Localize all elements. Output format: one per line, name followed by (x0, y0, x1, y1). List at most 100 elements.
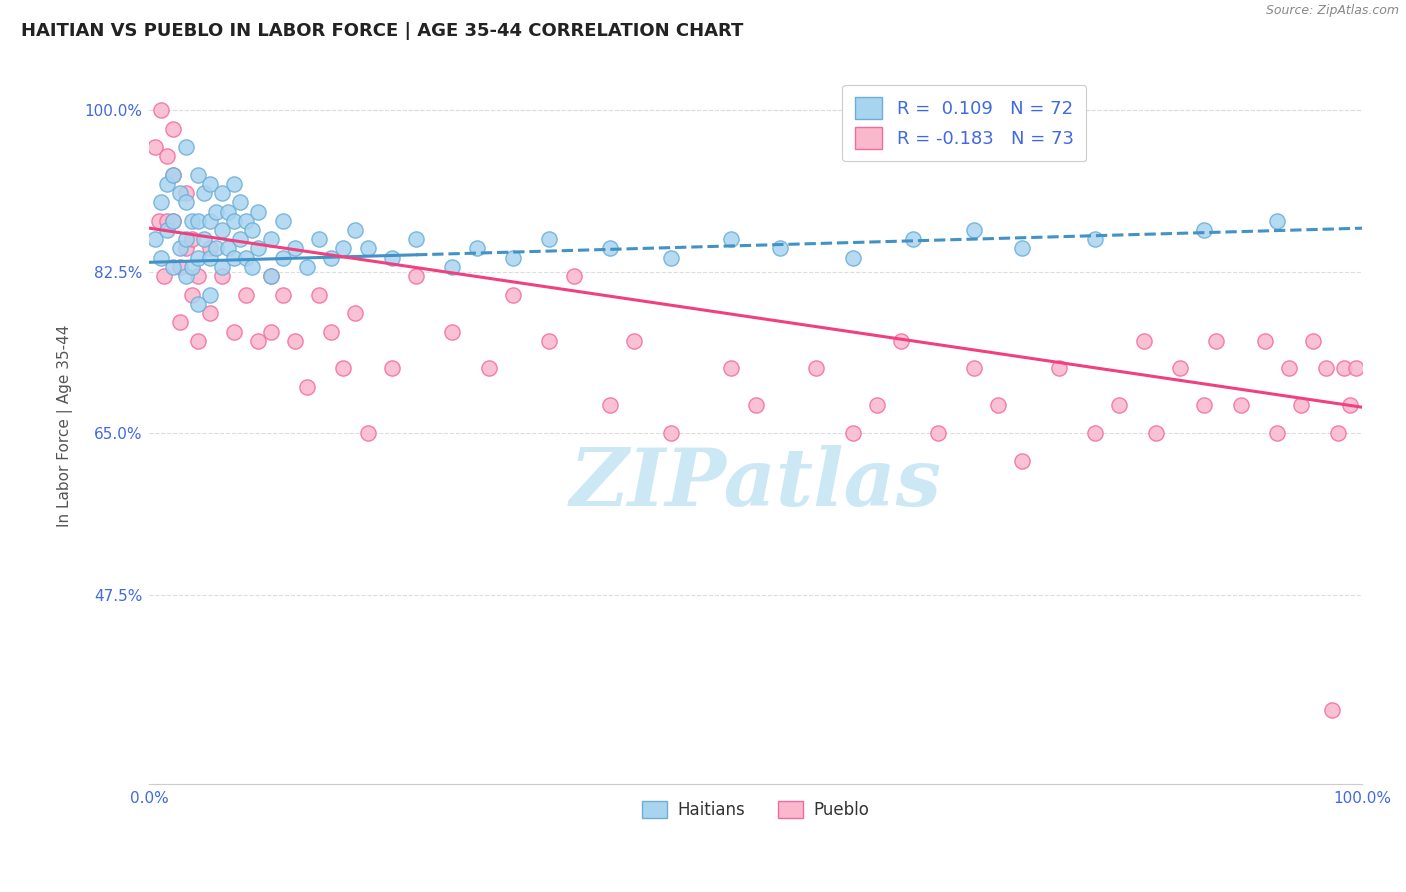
Point (180, 260, 202, 274)
Text: ZIPatlas: ZIPatlas (569, 444, 942, 522)
Point (169, 260, 191, 274)
Point (259, 269, 281, 284)
Point (1326, 425, 1348, 440)
Point (1265, 425, 1288, 440)
Point (247, 334, 270, 348)
Point (987, 398, 1010, 412)
Point (1194, 398, 1216, 412)
Point (162, 168, 184, 182)
Point (405, 232, 427, 246)
Point (841, 251, 863, 265)
Point (1320, 703, 1343, 717)
Point (259, 325, 281, 339)
Point (1084, 232, 1107, 246)
Point (156, 149, 179, 163)
Point (235, 251, 257, 265)
Point (143, 232, 166, 246)
Point (381, 251, 404, 265)
Point (271, 287, 294, 301)
Point (187, 269, 209, 284)
Point (162, 214, 184, 228)
Point (271, 214, 294, 228)
Point (963, 361, 986, 376)
Text: Source: ZipAtlas.com: Source: ZipAtlas.com (1265, 4, 1399, 18)
Point (599, 398, 621, 412)
Point (205, 242, 228, 256)
Point (148, 214, 170, 228)
Point (235, 214, 257, 228)
Point (152, 269, 174, 284)
Point (744, 398, 766, 412)
Point (659, 251, 682, 265)
Point (224, 325, 246, 339)
Point (240, 260, 263, 274)
Point (229, 195, 252, 210)
Point (562, 269, 585, 284)
Point (205, 204, 228, 219)
Point (841, 425, 863, 440)
Point (162, 260, 184, 274)
Point (890, 334, 912, 348)
Point (235, 287, 257, 301)
Point (217, 242, 239, 256)
Point (198, 251, 221, 265)
Point (259, 269, 281, 284)
Point (193, 232, 215, 246)
Point (198, 214, 221, 228)
Point (1315, 361, 1337, 376)
Point (187, 334, 209, 348)
Point (211, 186, 233, 200)
Point (308, 287, 330, 301)
Point (156, 223, 179, 237)
Point (229, 232, 252, 246)
Point (259, 232, 281, 246)
Point (1132, 334, 1154, 348)
Point (308, 232, 330, 246)
Point (198, 306, 221, 320)
Point (156, 177, 179, 191)
Point (1194, 223, 1216, 237)
Point (143, 140, 166, 154)
Point (174, 140, 197, 154)
Point (1011, 242, 1033, 256)
Point (162, 168, 184, 182)
Point (1339, 398, 1361, 412)
Point (538, 232, 561, 246)
Point (1205, 334, 1227, 348)
Point (295, 380, 318, 394)
Point (1278, 361, 1301, 376)
Point (224, 177, 246, 191)
Point (1291, 398, 1313, 412)
Point (927, 425, 949, 440)
Point (1047, 361, 1070, 376)
Point (217, 204, 239, 219)
Point (321, 325, 343, 339)
Point (150, 195, 173, 210)
Point (198, 287, 221, 301)
Point (211, 223, 233, 237)
Point (198, 177, 221, 191)
Point (720, 232, 742, 246)
Point (538, 334, 561, 348)
Point (502, 287, 524, 301)
Point (156, 214, 179, 228)
Point (180, 214, 202, 228)
Point (169, 315, 191, 329)
Point (599, 242, 621, 256)
Point (174, 269, 197, 284)
Point (187, 214, 209, 228)
Point (174, 232, 197, 246)
Point (381, 361, 404, 376)
Point (180, 232, 202, 246)
Point (356, 425, 378, 440)
Point (1333, 361, 1355, 376)
Point (150, 103, 173, 117)
Point (1108, 398, 1130, 412)
Point (187, 297, 209, 311)
Point (174, 186, 197, 200)
Point (502, 251, 524, 265)
Point (963, 223, 986, 237)
Point (240, 223, 263, 237)
Point (162, 214, 184, 228)
Point (356, 242, 378, 256)
